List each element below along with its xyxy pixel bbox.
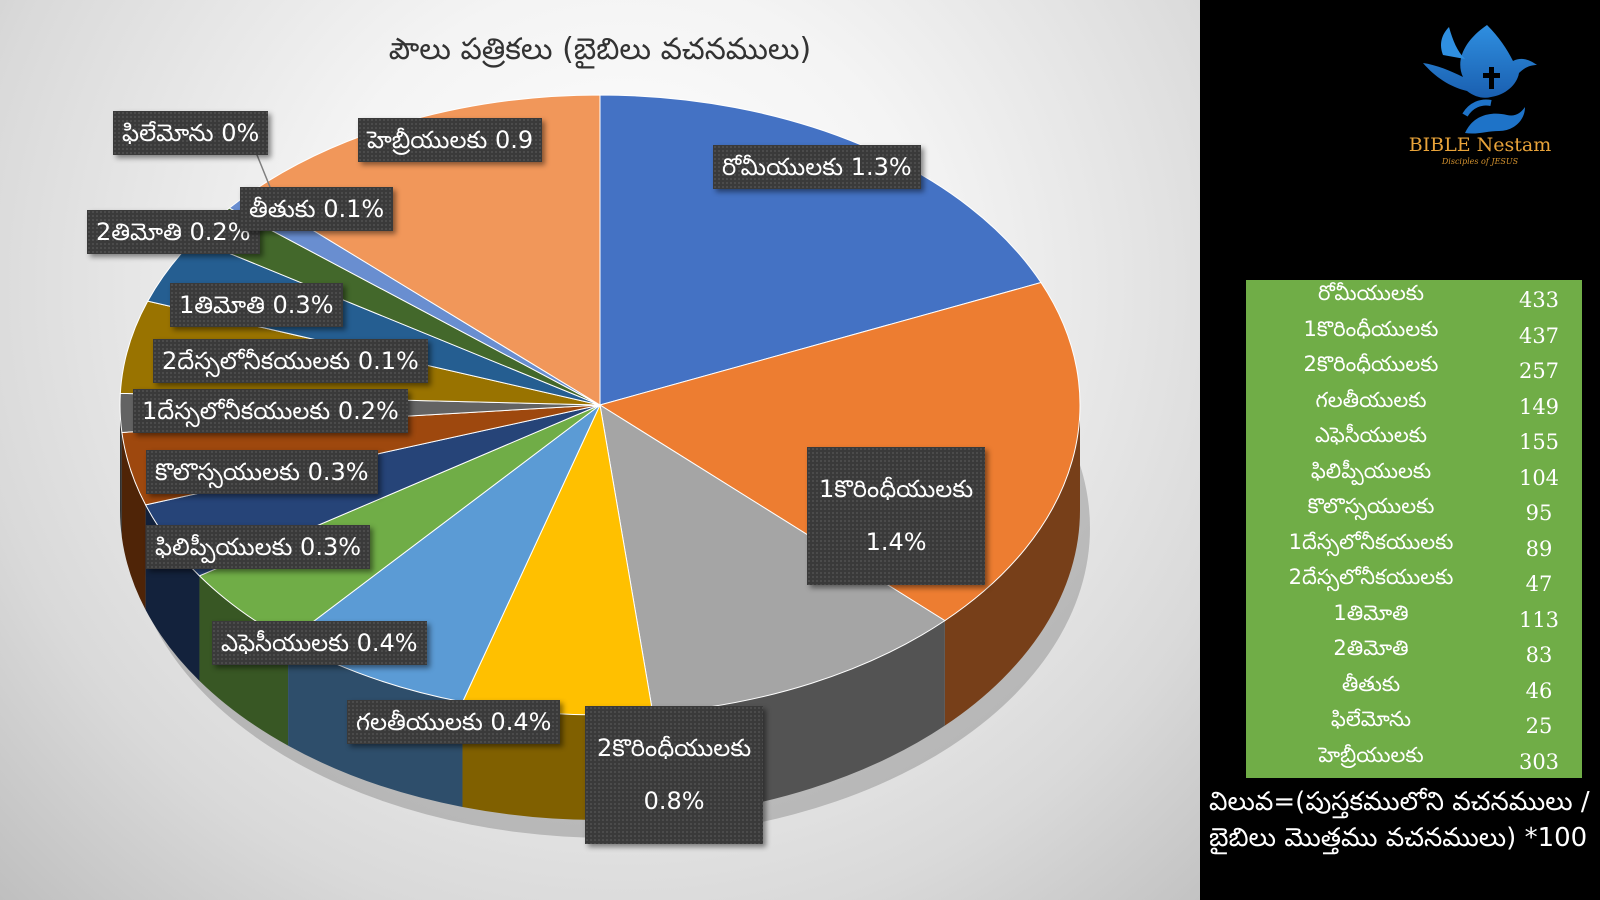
table-row: తీతుకు 46	[1246, 671, 1582, 709]
book-name-cell: 2తిమోతి	[1333, 636, 1409, 660]
table-row: 1దేస్సలోనీకయులకు 89	[1246, 529, 1582, 567]
formula-line1: విలువ=(పుస్తకములోని వచనములు /	[1209, 787, 1590, 817]
label-line1: 2కొరింధీయులకు	[597, 734, 752, 762]
verse-count-cell: 104	[1518, 465, 1560, 490]
book-name-cell: ఫిలేమోను	[1330, 707, 1412, 731]
table-row: గలతీయులకు 149	[1246, 387, 1582, 425]
verse-count-cell: 25	[1525, 714, 1553, 738]
book-name-cell: 1దేస్సలోనీకయులకు	[1288, 529, 1454, 554]
verse-count-cell: 433	[1518, 288, 1560, 312]
book-name-cell: తీతుకు	[1341, 671, 1401, 696]
table-row: 2తిమోతి 83	[1246, 636, 1582, 673]
verse-count-cell: 46	[1525, 678, 1553, 703]
verse-count-cell: 83	[1525, 643, 1553, 667]
slice-label-hebrews: హెబ్రీయులకు 0.9	[358, 118, 543, 162]
book-name-cell: 1తిమోతి	[1333, 600, 1409, 625]
verse-count-table: రోమీయులకు 433 1కొరింధీయులకు 437 2కొరింధీయులక…	[1246, 280, 1582, 778]
book-name-cell: 2కొరింధీయులకు	[1303, 352, 1439, 376]
verse-count-cell: 303	[1518, 749, 1560, 774]
formula-text: విలువ=(పుస్తకములోని వచనములు / బైబిలు మొత…	[1209, 784, 1600, 857]
table-row: ఎఫెసీయులకు 155	[1246, 423, 1582, 460]
slice-label-1corinthians: 1కొరింధీయులకు 1.4%	[807, 447, 986, 585]
label-line1: 1కొరింధీయులకు	[819, 475, 974, 503]
book-name-cell: 1కొరింధీయులకు	[1303, 316, 1439, 341]
label-line2: 0.8%	[643, 786, 705, 815]
table-row: 2కొరింధీయులకు 257	[1246, 352, 1582, 389]
slice-side-1	[944, 405, 1080, 726]
label-line2: 1.4%	[865, 527, 927, 556]
slice-label-titus: తీతుకు 0.1%	[240, 187, 394, 231]
slice-label-1thessalonians: 1దేస్సలోనీకయులకు 0.2%	[133, 389, 408, 433]
chart-title: పౌలు పత్రికలు (బైబిలు వచనములు)	[388, 32, 812, 67]
book-name-cell: ఎఫెసీయులకు	[1315, 423, 1427, 447]
table-row: 1తిమోతి 113	[1246, 600, 1582, 638]
book-name-cell: ఫిలిప్పీయులకు	[1310, 458, 1432, 483]
verse-count-cell: 113	[1518, 607, 1560, 632]
verse-count-cell: 257	[1518, 359, 1560, 383]
book-name-cell: రోమీయులకు	[1318, 281, 1424, 305]
slice-side-8	[120, 405, 122, 538]
slice-side-7	[121, 432, 146, 610]
verse-count-cell: 437	[1518, 323, 1560, 348]
table-row: ఫిలేమోను 25	[1246, 707, 1582, 744]
slice-label-philemon: ఫిలేమోను 0%	[113, 111, 269, 155]
verse-count-cell: 149	[1518, 394, 1560, 419]
dove-logo-icon	[1423, 25, 1537, 134]
formula-line2: బైబిలు మొత్తము వచనములు) *100	[1209, 823, 1588, 854]
verse-count-cell: 155	[1518, 430, 1560, 454]
slice-label-1timothy: 1తిమోతి 0.3%	[170, 283, 343, 327]
logo-subtitle: Disciples of JESUS	[1441, 157, 1519, 166]
verse-count-cell: 47	[1525, 572, 1553, 596]
verse-count-cell: 89	[1525, 536, 1553, 561]
slice-label-galatians: గలతీయులకు 0.4%	[347, 700, 561, 744]
table-row: 2దేస్సలోనీకయులకు 47	[1246, 565, 1582, 602]
slice-label-philippians: ఫిలిప్పీయులకు 0.3%	[146, 525, 371, 569]
slice-label-2corinthians: 2కొరింధీయులకు 0.8%	[585, 706, 764, 844]
table-row: కొలొస్సయులకు 95	[1246, 494, 1582, 531]
book-name-cell: గలతీయులకు	[1315, 387, 1427, 412]
table-row: హెబ్రీయులకు 303	[1246, 742, 1582, 780]
slice-label-colossians: కొలొస్సయులకు 0.3%	[146, 450, 378, 494]
chart-area: పౌలు పత్రికలు (బైబిలు వచనములు) రోమీయులకు…	[0, 0, 1200, 900]
table-row: 1కొరింధీయులకు 437	[1246, 316, 1582, 354]
slice-label-romans: రోమీయులకు 1.3%	[713, 145, 921, 189]
slice-label-ephesians: ఎఫెసీయులకు 0.4%	[212, 621, 427, 665]
slice-label-2timothy: 2తిమోతి 0.2%	[87, 210, 260, 254]
book-name-cell: హెబ్రీయులకు	[1318, 742, 1424, 767]
book-name-cell: 2దేస్సలోనీకయులకు	[1288, 565, 1454, 589]
slice-label-2thessalonians: 2దేస్సలోనీకయులకు 0.1%	[153, 339, 428, 383]
verse-count-cell: 95	[1525, 501, 1553, 525]
leader-line-philemon	[254, 149, 271, 188]
table-row: రోమీయులకు 433	[1246, 281, 1582, 318]
book-name-cell: కొలొస్సయులకు	[1307, 494, 1435, 518]
table-row: ఫిలిప్పీయులకు 104	[1246, 458, 1582, 496]
logo-title: BIBLE Nestam	[1408, 134, 1552, 156]
